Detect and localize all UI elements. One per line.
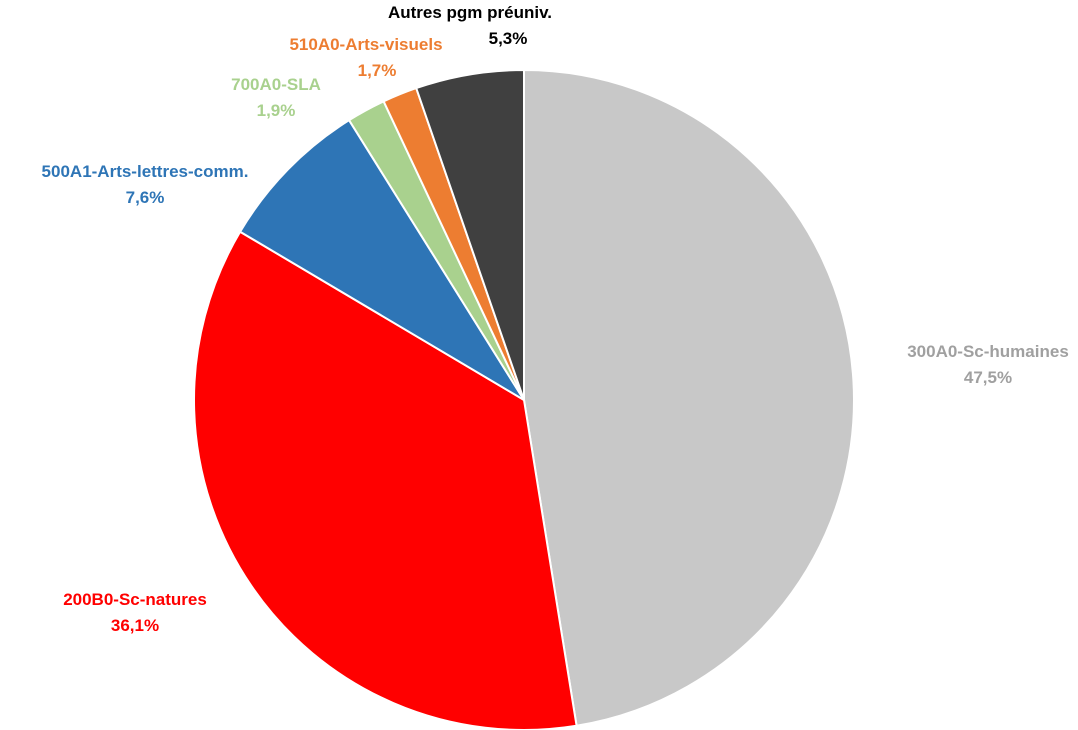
slice-value-label: 5,3%: [489, 29, 528, 48]
slice-category-label: 200B0-Sc-natures: [63, 590, 207, 609]
pie-labels: 300A0-Sc-humaines 47,5% 200B0-Sc-natures 36…: [42, 3, 1069, 635]
slice-category-label: 300A0-Sc-humaines: [907, 342, 1069, 361]
pie-slices: [193, 68, 855, 730]
slice-category-label: 510A0-Arts-visuels: [289, 35, 442, 54]
pie-slice-2: [193, 230, 578, 730]
pie-slice-1: [523, 68, 855, 727]
slice-value-label: 47,5%: [964, 368, 1012, 387]
slice-value-label: 1,7%: [358, 61, 397, 80]
slice-value-label: 1,9%: [257, 101, 296, 120]
slice-value-label: 7,6%: [126, 188, 165, 207]
pie-slice-3: [238, 118, 525, 401]
slice-category-label: 500A1-Arts-lettres-comm.: [42, 162, 249, 181]
pie-slice-6: [414, 68, 525, 401]
slice-category-label: Autres pgm préuniv.: [388, 3, 552, 22]
slice-category-label: 700A0-SLA: [231, 75, 321, 94]
slice-value-label: 36,1%: [111, 616, 159, 635]
